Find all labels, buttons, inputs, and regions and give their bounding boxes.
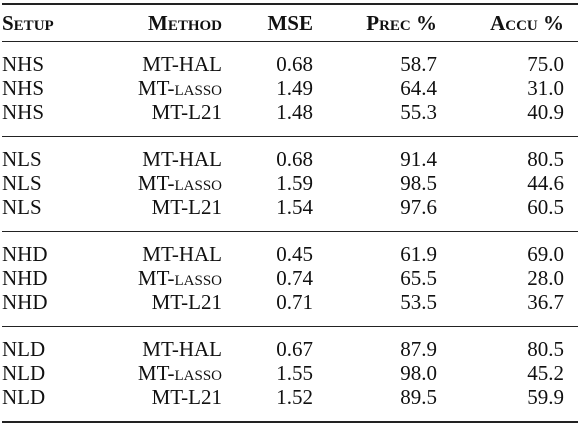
mse-cell: 0.71	[276, 290, 313, 314]
prec-cell: 64.4	[400, 76, 437, 100]
column-header: Accu %	[490, 10, 564, 35]
accu-cell: 59.9	[527, 385, 564, 409]
table-row: NHD MT-lasso 0.74 65.5 28.0	[2, 266, 578, 290]
method-cell: MT-lasso	[137, 171, 222, 195]
table-row: NHD MT-L21 0.71 53.5 36.7	[2, 290, 578, 327]
row-group: NHS MT-HAL 0.68 58.7 75.0 NHS MT-lasso 1.49 64.4…	[2, 42, 578, 137]
prec-cell: 98.5	[400, 171, 437, 195]
table-row: NHS MT-HAL 0.68 58.7 75.0	[2, 42, 578, 77]
prec-cell: 58.7	[400, 52, 437, 76]
method-cell: MT-L21	[151, 385, 222, 409]
mse-cell: 1.59	[276, 171, 313, 195]
prec-cell: 61.9	[400, 242, 437, 266]
prec-cell: 97.6	[400, 195, 437, 219]
prec-cell: 53.5	[400, 290, 437, 314]
prec-cell: 87.9	[400, 337, 437, 361]
accu-cell: 80.5	[527, 337, 564, 361]
prec-cell: 89.5	[400, 385, 437, 409]
mse-cell: 1.55	[276, 361, 313, 385]
method-cell: MT-HAL	[142, 52, 222, 76]
setup-cell: NHD	[2, 242, 48, 266]
accu-cell: 45.2	[527, 361, 564, 385]
setup-cell: NHS	[2, 52, 45, 76]
accu-cell: 60.5	[527, 195, 564, 219]
accu-cell: 31.0	[527, 76, 564, 100]
row-group: NHD MT-HAL 0.45 61.9 69.0 NHD MT-lasso 0.74 65.5…	[2, 232, 578, 327]
setup-cell: NLS	[2, 195, 42, 219]
column-header: Prec %	[366, 10, 437, 35]
setup-cell: NHS	[2, 76, 45, 100]
method-cell: MT-L21	[151, 100, 222, 124]
table-row: NHS MT-L21 1.48 55.3 40.9	[2, 100, 578, 137]
table-row: NLS MT-HAL 0.68 91.4 80.5	[2, 137, 578, 172]
accu-cell: 80.5	[527, 147, 564, 171]
table-row: NLD MT-HAL 0.67 87.9 80.5	[2, 327, 578, 362]
setup-cell: NLS	[2, 171, 42, 195]
method-cell: MT-HAL	[142, 242, 222, 266]
header-row: Setup Method MSE Prec % Accu %	[2, 4, 578, 42]
accu-cell: 40.9	[527, 100, 564, 124]
mse-cell: 0.74	[276, 266, 313, 290]
table-row: NLS MT-L21 1.54 97.6 60.5	[2, 195, 578, 232]
method-cell: MT-L21	[151, 290, 222, 314]
mse-cell: 0.68	[276, 147, 313, 171]
setup-cell: NHD	[2, 290, 48, 314]
mse-cell: 1.49	[276, 76, 313, 100]
column-header: MSE	[267, 10, 313, 35]
prec-cell: 91.4	[400, 147, 437, 171]
method-cell: MT-HAL	[142, 337, 222, 361]
accu-cell: 44.6	[527, 171, 564, 195]
setup-cell: NLD	[2, 385, 46, 409]
accu-cell: 36.7	[527, 290, 564, 314]
method-cell: MT-lasso	[137, 76, 222, 100]
table-row: NLD MT-L21 1.52 89.5 59.9	[2, 385, 578, 422]
setup-cell: NHD	[2, 266, 48, 290]
table-row: NHD MT-HAL 0.45 61.9 69.0	[2, 232, 578, 267]
setup-cell: NLD	[2, 337, 46, 361]
column-header: Setup	[2, 10, 54, 35]
prec-cell: 98.0	[400, 361, 437, 385]
table-row: NLD MT-lasso 1.55 98.0 45.2	[2, 361, 578, 385]
accu-cell: 28.0	[527, 266, 564, 290]
mse-cell: 1.54	[276, 195, 313, 219]
mse-cell: 0.67	[276, 337, 313, 361]
setup-cell: NLD	[2, 361, 46, 385]
column-header: Method	[148, 10, 222, 35]
accu-cell: 69.0	[527, 242, 564, 266]
mse-cell: 1.52	[276, 385, 313, 409]
row-group: NLD MT-HAL 0.67 87.9 80.5 NLD MT-lasso 1.55 98.0…	[2, 327, 578, 422]
row-group: NLS MT-HAL 0.68 91.4 80.5 NLS MT-lasso 1.59 98.5…	[2, 137, 578, 232]
method-cell: MT-lasso	[137, 266, 222, 290]
mse-cell: 0.68	[276, 52, 313, 76]
method-cell: MT-L21	[151, 195, 222, 219]
accu-cell: 75.0	[527, 52, 564, 76]
mse-cell: 0.45	[276, 242, 313, 266]
method-cell: MT-HAL	[142, 147, 222, 171]
setup-cell: NHS	[2, 100, 45, 124]
table-row: NHS MT-lasso 1.49 64.4 31.0	[2, 76, 578, 100]
setup-cell: NLS	[2, 147, 42, 171]
table-row: NLS MT-lasso 1.59 98.5 44.6	[2, 171, 578, 195]
prec-cell: 55.3	[400, 100, 437, 124]
method-cell: MT-lasso	[137, 361, 222, 385]
results-table: Setup Method MSE Prec % Accu % NHS MT-HAL 0.68…	[2, 3, 578, 423]
prec-cell: 65.5	[400, 266, 437, 290]
mse-cell: 1.48	[276, 100, 313, 124]
page: {"table": { "header": ["Setup", "Method"…	[0, 3, 580, 437]
